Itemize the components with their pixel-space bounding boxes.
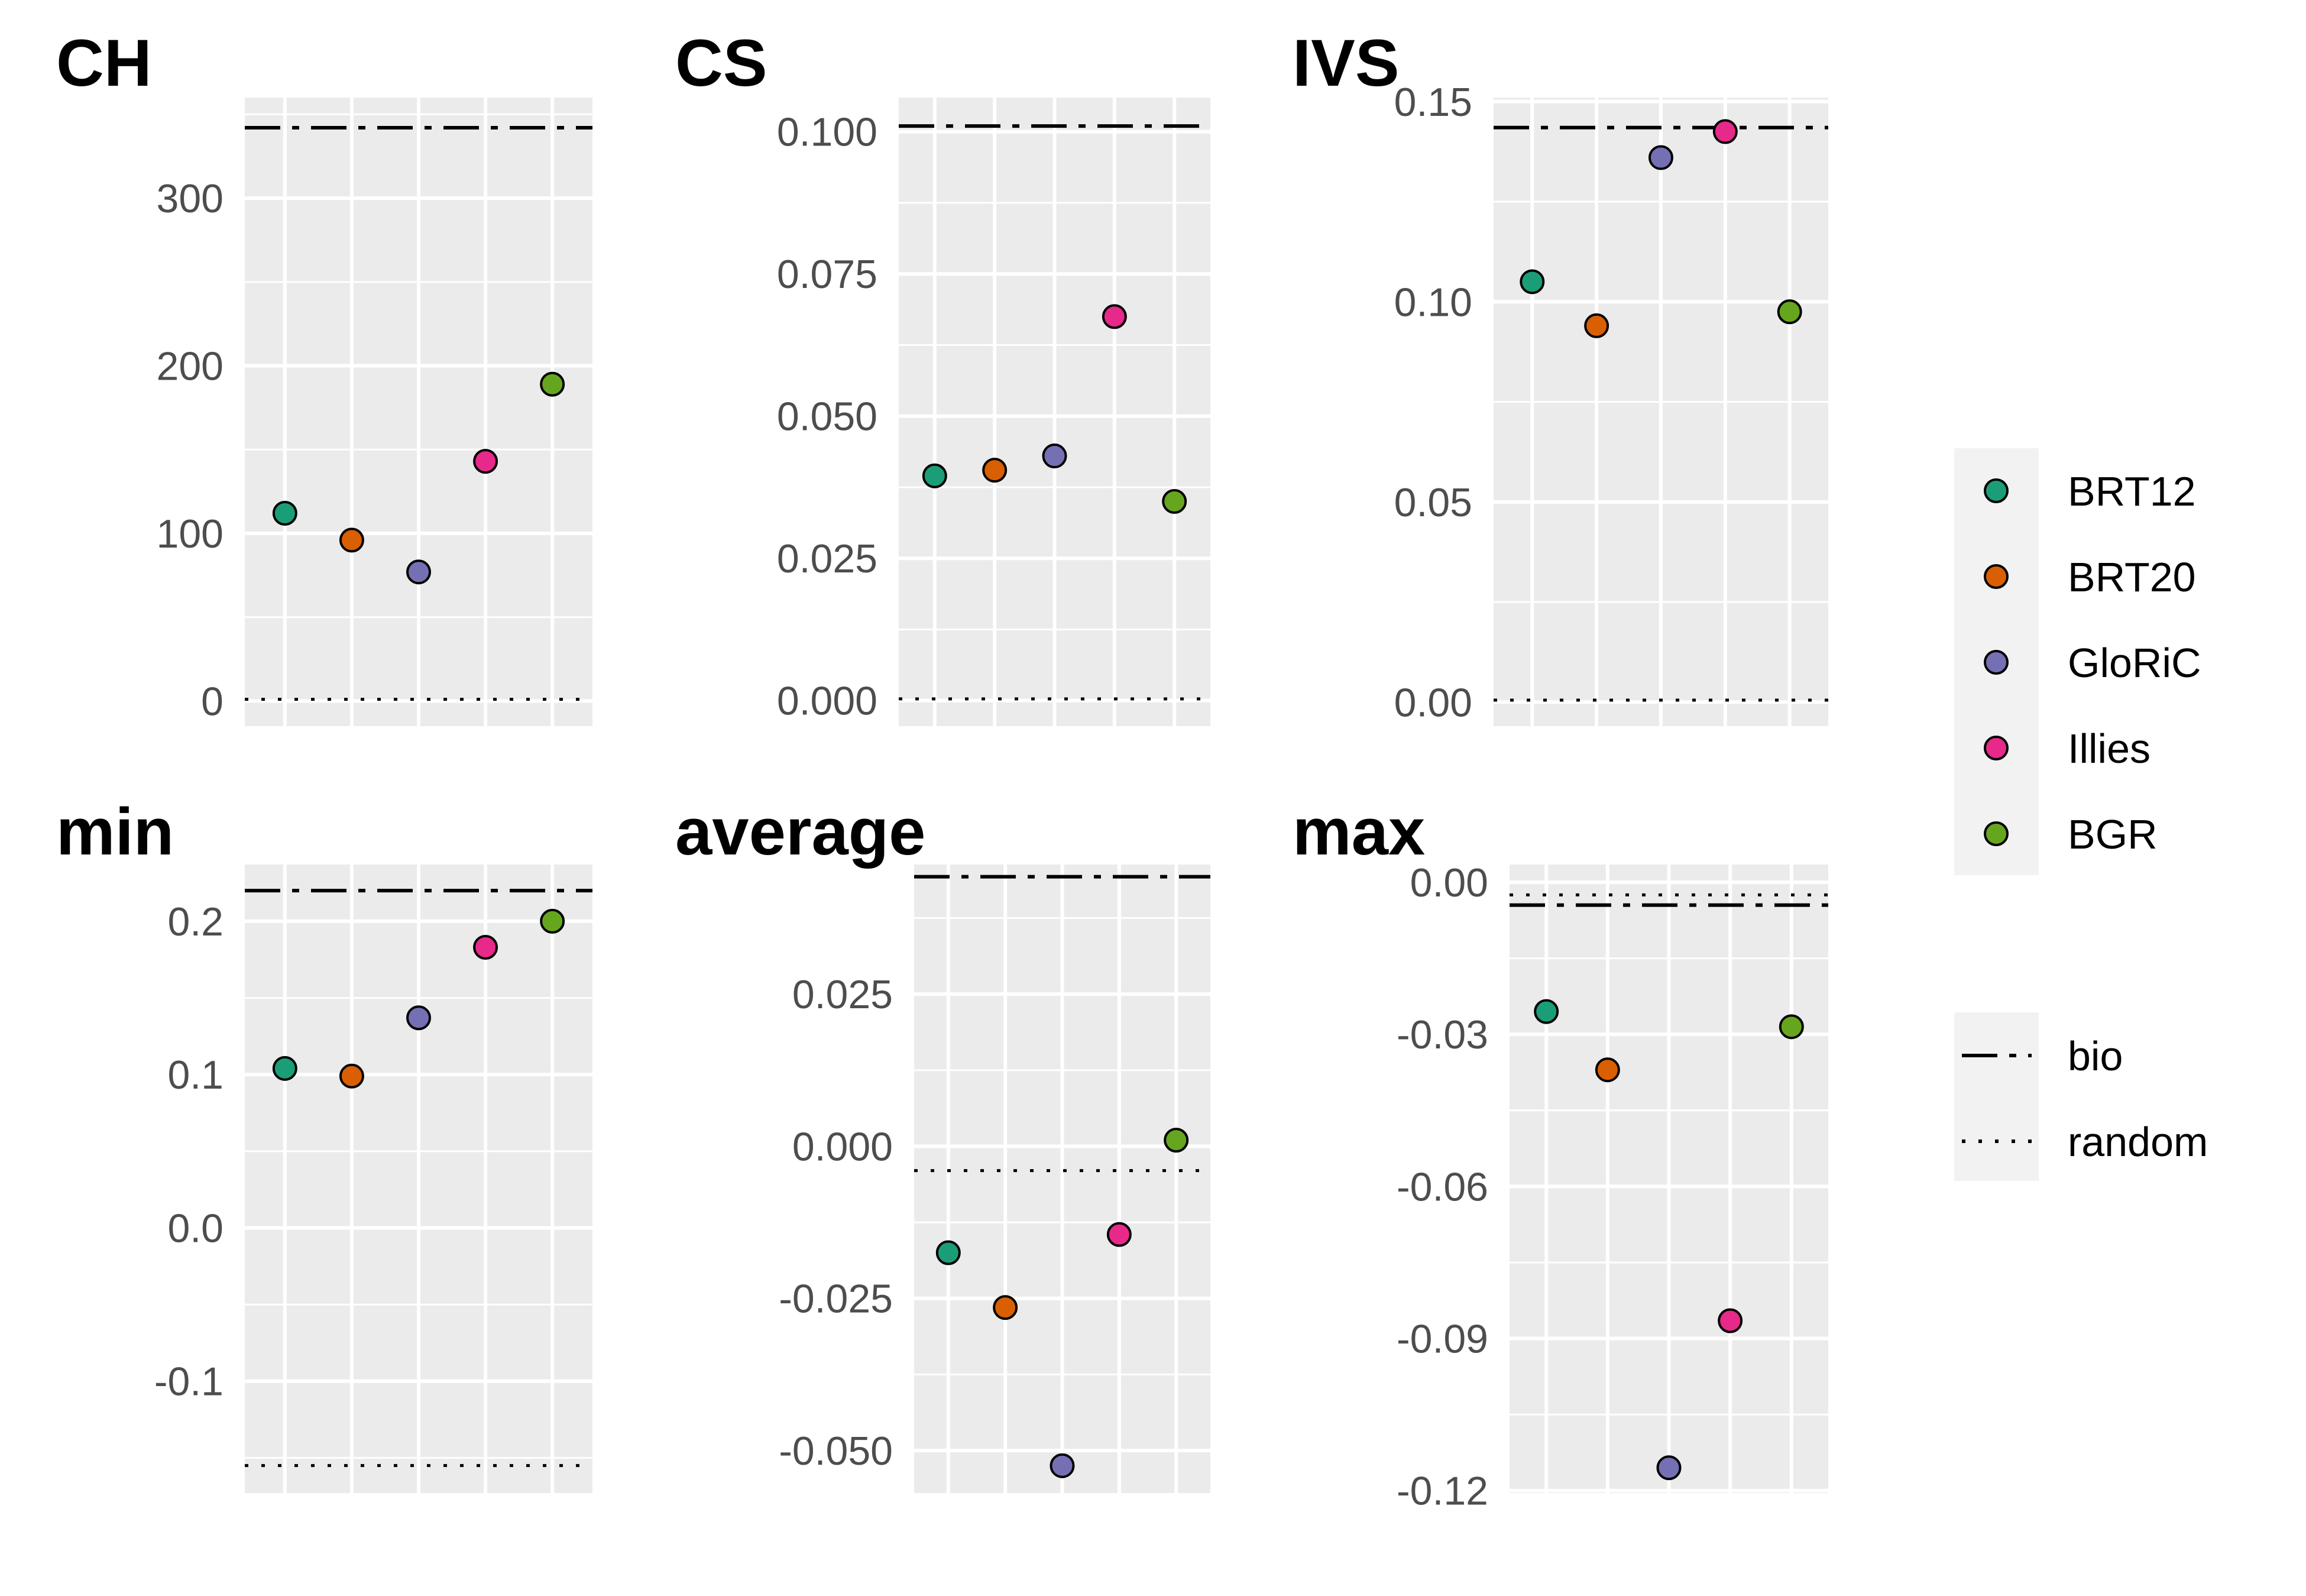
point-GloRiC bbox=[1050, 1453, 1075, 1478]
y-tick-label: -0.1 bbox=[154, 1359, 224, 1404]
point-BRT12 bbox=[1520, 269, 1545, 294]
y-tick-label: 0.0 bbox=[167, 1206, 224, 1251]
y-tick-label: 0.00 bbox=[1394, 680, 1472, 725]
legend-key-BRT12 bbox=[1984, 478, 2009, 503]
point-Illies bbox=[1712, 119, 1738, 144]
point-Illies bbox=[473, 935, 498, 960]
point-Illies bbox=[1718, 1308, 1743, 1333]
point-Illies bbox=[1102, 304, 1127, 329]
panel-min: -0.1 0.0 0.1 0.2 min bbox=[56, 795, 592, 1493]
y-tick-label: 0.000 bbox=[792, 1124, 893, 1169]
point-BRT12 bbox=[1534, 999, 1559, 1024]
legend-key-GloRiC bbox=[1984, 650, 2009, 675]
y-tick-label: -0.12 bbox=[1397, 1469, 1488, 1514]
y-tick-label: 0 bbox=[201, 679, 224, 724]
panel-title: min bbox=[56, 795, 174, 869]
point-BRT12 bbox=[272, 1056, 297, 1081]
panel-CH: 0 100 200 300 CH bbox=[56, 26, 592, 726]
y-tick-label: 0.050 bbox=[777, 394, 877, 439]
y-tick-label: -0.03 bbox=[1397, 1012, 1488, 1057]
panel-average: -0.050 -0.025 0.000 0.025 average bbox=[675, 795, 1210, 1493]
y-tick-label: 0.10 bbox=[1394, 280, 1472, 325]
point-BRT12 bbox=[922, 463, 947, 488]
legend-key-BGR bbox=[1984, 821, 2009, 846]
point-GloRiC bbox=[406, 559, 431, 585]
y-tick-label: 0.100 bbox=[777, 110, 877, 155]
point-GloRiC bbox=[1042, 443, 1067, 469]
panel-title: max bbox=[1293, 795, 1425, 869]
y-tick-label: 0.1 bbox=[167, 1053, 224, 1098]
point-Illies bbox=[1106, 1222, 1132, 1247]
legend-line-background bbox=[1954, 1012, 2039, 1181]
y-tick-label: 0.025 bbox=[777, 536, 877, 581]
y-tick-label: 0.15 bbox=[1394, 80, 1472, 125]
legend-label: GloRiC bbox=[2068, 640, 2201, 686]
point-BRT20 bbox=[982, 458, 1008, 483]
point-BRT20 bbox=[993, 1295, 1018, 1320]
panel-title: CH bbox=[56, 26, 152, 100]
legend-label: bio bbox=[2068, 1033, 2123, 1079]
legend-label: random bbox=[2068, 1119, 2208, 1165]
point-GloRiC bbox=[406, 1005, 431, 1031]
legend-label: Illies bbox=[2068, 726, 2150, 772]
point-BRT12 bbox=[935, 1240, 961, 1265]
y-tick-label: 100 bbox=[157, 512, 224, 556]
legend-key-Illies bbox=[1984, 736, 2009, 760]
point-GloRiC bbox=[1648, 145, 1673, 170]
point-BRT20 bbox=[339, 1063, 364, 1089]
y-tick-label: -0.050 bbox=[779, 1429, 893, 1474]
y-tick-label: 300 bbox=[157, 176, 224, 221]
panel-title: IVS bbox=[1293, 26, 1400, 100]
point-BRT20 bbox=[339, 527, 364, 553]
y-tick-label: -0.09 bbox=[1397, 1317, 1488, 1362]
point-GloRiC bbox=[1656, 1455, 1682, 1481]
y-tick-label: -0.06 bbox=[1397, 1164, 1488, 1209]
y-tick-label: 0.2 bbox=[167, 899, 224, 944]
panel-title: average bbox=[675, 795, 925, 869]
point-BRT20 bbox=[1584, 313, 1609, 338]
y-tick-label: 0.075 bbox=[777, 252, 877, 297]
point-BGR bbox=[1162, 489, 1187, 514]
legend-label: BRT20 bbox=[2068, 554, 2196, 600]
legend-label: BRT12 bbox=[2068, 468, 2196, 514]
panel-title: CS bbox=[675, 26, 767, 100]
y-tick-label: 0.00 bbox=[1410, 860, 1488, 905]
y-tick-label: 0.000 bbox=[777, 679, 877, 724]
legend-key-BRT20 bbox=[1984, 564, 2009, 589]
y-tick-label: 0.05 bbox=[1394, 480, 1472, 525]
point-BGR bbox=[1164, 1128, 1189, 1153]
point-BRT12 bbox=[272, 500, 297, 526]
legend: BRT12 BRT20 GloRiC Illies BGR bio random bbox=[1954, 448, 2208, 1181]
y-tick-label: 0.025 bbox=[792, 972, 893, 1017]
legend-label: BGR bbox=[2068, 811, 2158, 857]
point-BRT20 bbox=[1595, 1057, 1620, 1083]
y-tick-label: 200 bbox=[157, 344, 224, 389]
point-BGR bbox=[1779, 1014, 1804, 1040]
y-tick-label: -0.025 bbox=[779, 1277, 893, 1322]
point-BGR bbox=[1777, 299, 1802, 325]
point-Illies bbox=[473, 449, 498, 474]
point-BGR bbox=[540, 908, 565, 934]
point-BGR bbox=[540, 371, 565, 397]
